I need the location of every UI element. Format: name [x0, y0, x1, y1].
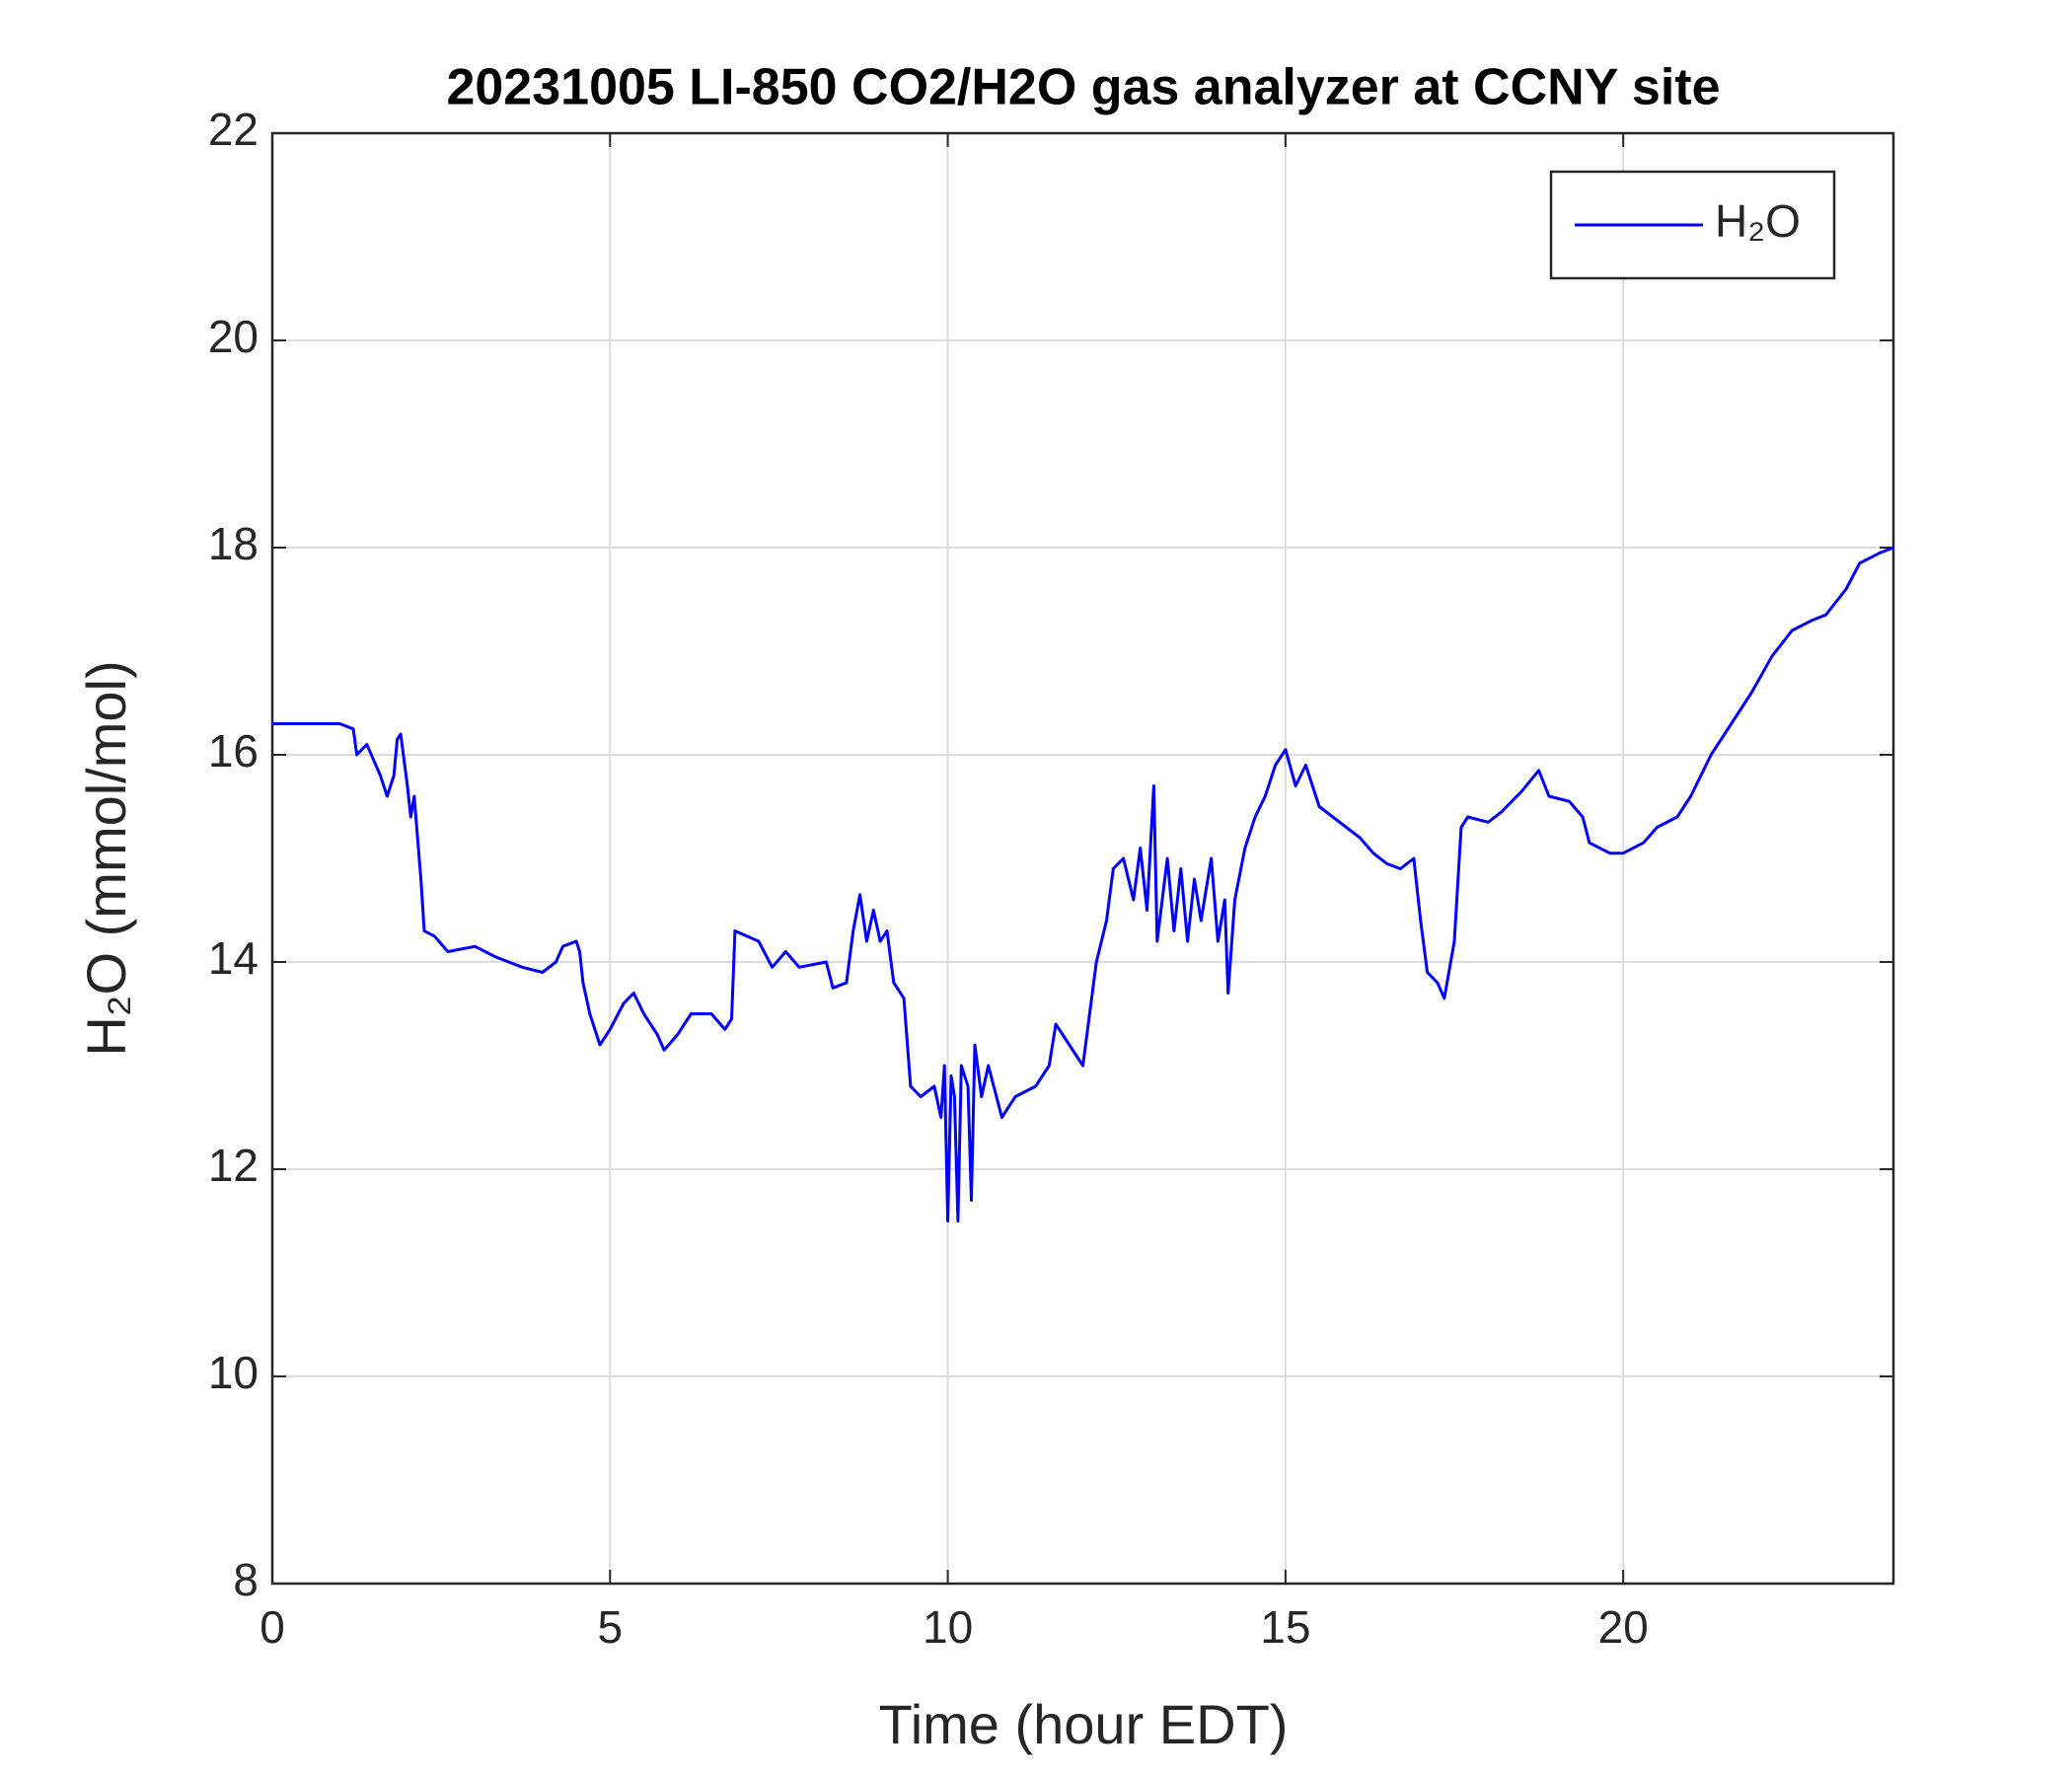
y-tick-label: 14: [208, 932, 259, 984]
axes-frame: [270, 131, 1895, 1586]
y-tick-label: 18: [208, 518, 259, 569]
x-tick-label: 15: [1260, 1601, 1310, 1653]
x-tick-label: 0: [259, 1601, 285, 1653]
y-tick-label: 8: [233, 1554, 259, 1605]
legend: H₂O: [1549, 170, 1836, 280]
legend-label: H₂O: [1715, 195, 1801, 247]
y-tick-label: 10: [208, 1347, 259, 1398]
x-tick-label: 5: [597, 1601, 623, 1653]
x-tick-label: 10: [923, 1601, 973, 1653]
x-axis-label: Time (hour EDT): [879, 1693, 1289, 1755]
y-axis-label: H₂O (mmol/mol): [75, 660, 137, 1056]
y-tick-label: 20: [208, 311, 259, 362]
x-tick-label: 20: [1598, 1601, 1649, 1653]
chart-title: 20231005 LI-850 CO2/H2O gas analyzer at …: [446, 59, 1720, 116]
y-tick-label: 16: [208, 725, 259, 777]
y-tick-label: 12: [208, 1140, 259, 1191]
data-line: [272, 546, 1894, 1222]
y-tick-label: 22: [208, 104, 259, 155]
